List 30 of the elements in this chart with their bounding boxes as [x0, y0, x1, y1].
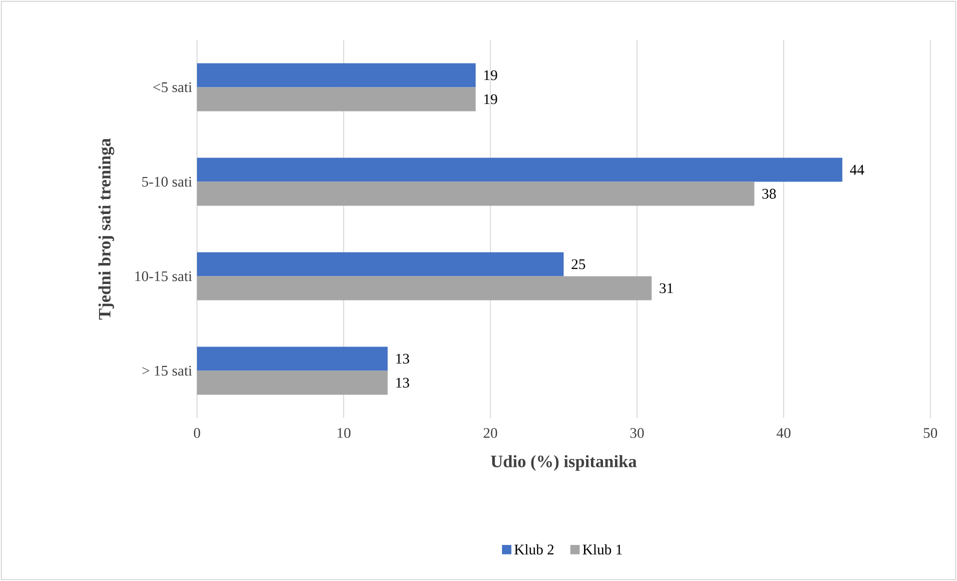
data-label: 19 — [484, 94, 498, 104]
y-axis-title: Tjedni broj sati treninga — [98, 138, 114, 320]
data-label: 25 — [572, 259, 586, 270]
x-tick-label: 50 — [924, 428, 938, 438]
bar — [197, 346, 388, 371]
data-label: 13 — [396, 378, 410, 388]
data-label: 13 — [396, 354, 410, 364]
bar — [197, 276, 652, 300]
data-label: 44 — [850, 164, 864, 175]
bar — [197, 252, 564, 276]
y-tick-label: 5-10 sati — [142, 176, 192, 187]
y-tick-label: <5 sati — [153, 82, 192, 92]
data-label: 19 — [484, 70, 498, 80]
x-tick-label: 40 — [776, 428, 790, 438]
x-tick-label: 20 — [484, 428, 498, 438]
data-label: 38 — [762, 188, 776, 199]
y-tick-label: 10-15 sati — [135, 271, 192, 282]
bar — [197, 158, 842, 182]
y-tick-label: > 15 sati — [142, 366, 192, 376]
x-tick-label: 10 — [338, 428, 350, 438]
data-label: 31 — [660, 283, 673, 294]
x-tick-label: 0 — [194, 428, 200, 438]
bar — [197, 63, 476, 88]
legend-label: Klub 2 — [514, 544, 554, 555]
bar — [197, 87, 476, 112]
x-tick-label: 30 — [630, 428, 644, 438]
bar — [197, 182, 754, 206]
bar — [197, 370, 388, 395]
x-axis-title: Udio (%) ispitanika — [490, 455, 637, 471]
legend-label: Klub 1 — [582, 544, 622, 555]
